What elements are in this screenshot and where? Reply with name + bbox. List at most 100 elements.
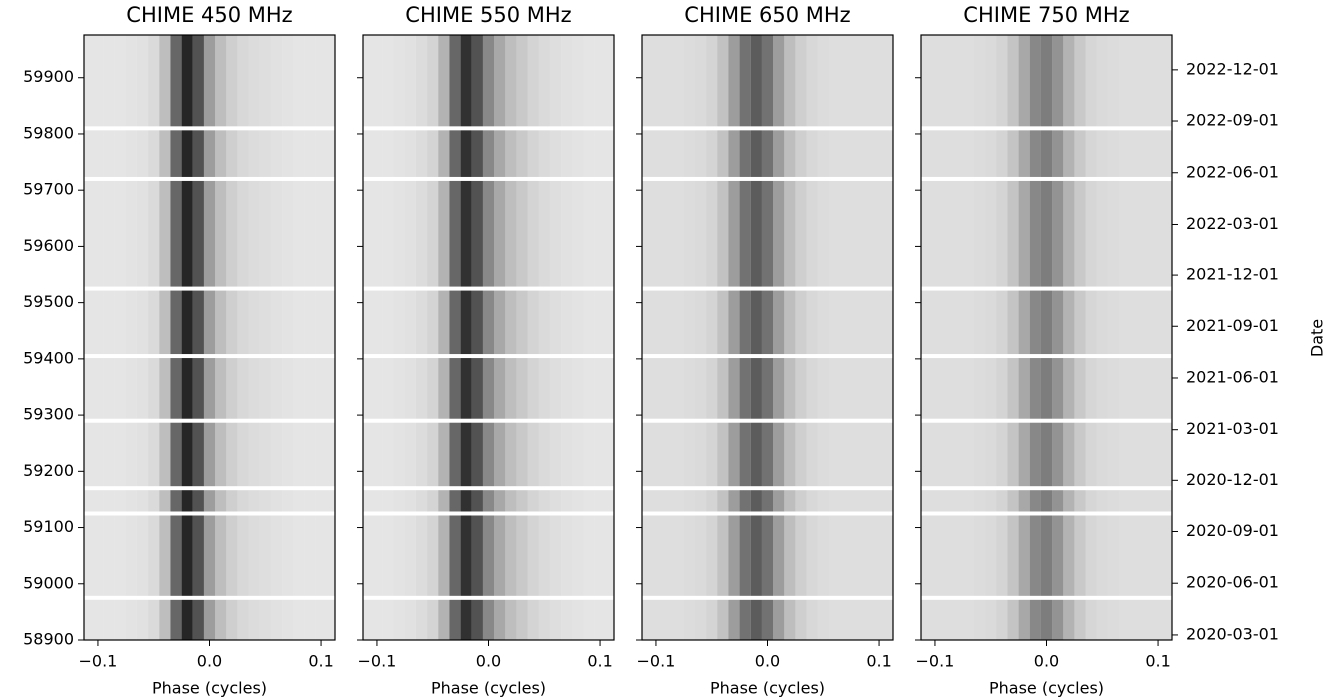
heat-cell: [962, 35, 974, 640]
heat-cell: [1119, 35, 1131, 640]
data-gap: [642, 486, 893, 491]
heat-cell: [494, 35, 506, 640]
heat-cell: [1007, 35, 1019, 640]
heat-cell: [203, 35, 216, 640]
data-gap: [363, 595, 614, 600]
y2-tick-label: 2022-06-01: [1186, 162, 1279, 181]
data-gap: [921, 511, 1172, 516]
x-tick-label: 0.0: [1034, 652, 1059, 671]
heat-cell: [1096, 35, 1108, 640]
heat-cell: [694, 35, 707, 640]
y-tick-label: 59500: [23, 292, 74, 311]
y2-axis-label: Date: [1308, 319, 1327, 357]
data-gap: [642, 176, 893, 181]
y2-tick-label: 2022-12-01: [1186, 59, 1279, 78]
panel-title: CHIME 550 MHz: [405, 3, 571, 27]
data-gap: [642, 354, 893, 359]
data-gap: [84, 286, 335, 291]
y2-tick-label: 2021-06-01: [1186, 367, 1279, 386]
heat-cell: [750, 35, 762, 640]
heat-cell: [259, 35, 271, 640]
heat-cell: [862, 35, 874, 640]
x-axis-label: Phase (cycles): [710, 679, 825, 698]
heat-cell: [1107, 35, 1120, 640]
y-tick-label: 58900: [23, 630, 74, 649]
heat-cell: [840, 35, 852, 640]
plot-background: [84, 35, 335, 640]
heat-cell: [192, 35, 204, 640]
heat-cell: [739, 35, 751, 640]
y2-tick-label: 2022-09-01: [1186, 111, 1279, 130]
heat-cell: [795, 35, 807, 640]
heat-cell: [460, 35, 472, 640]
y2-tick-label: 2021-09-01: [1186, 316, 1279, 335]
x-tick-label: −0.1: [916, 652, 955, 671]
heat-cell: [248, 35, 260, 640]
heat-cell: [1052, 35, 1064, 640]
heat-cell: [1040, 35, 1053, 640]
y-tick-label: 59100: [23, 517, 74, 536]
heat-cell: [661, 35, 673, 640]
heat-cell: [270, 35, 283, 640]
y-tick-label: 59700: [23, 180, 74, 199]
y2-tick-label: 2022-03-01: [1186, 214, 1279, 233]
data-gap: [642, 286, 893, 291]
y2-tick-label: 2020-12-01: [1186, 470, 1279, 489]
x-axis-label: Phase (cycles): [152, 679, 267, 698]
heat-cell: [415, 35, 428, 640]
y2-tick-label: 2021-12-01: [1186, 265, 1279, 284]
data-gap: [363, 486, 614, 491]
heat-cell: [940, 35, 952, 640]
heat-cell: [921, 35, 930, 640]
y-tick-label: 59600: [23, 236, 74, 255]
data-gap: [642, 418, 893, 423]
data-gap: [921, 126, 1172, 131]
data-gap: [921, 176, 1172, 181]
data-gap: [921, 286, 1172, 291]
data-gap: [363, 286, 614, 291]
heat-cell: [817, 35, 829, 640]
heat-cell: [1085, 35, 1097, 640]
x-tick-label: 0.1: [587, 652, 612, 671]
y-tick-label: 59200: [23, 461, 74, 480]
x-tick-label: −0.1: [79, 652, 118, 671]
heat-cell: [516, 35, 528, 640]
heat-cell: [1074, 35, 1086, 640]
heat-cell: [237, 35, 249, 640]
y2-tick-label: 2021-03-01: [1186, 419, 1279, 438]
x-axis-label: Phase (cycles): [431, 679, 546, 698]
heat-cell: [1029, 35, 1041, 640]
y2-tick-label: 2020-03-01: [1186, 624, 1279, 643]
heat-cell: [293, 35, 305, 640]
heat-cell: [951, 35, 963, 640]
heat-cell: [449, 35, 461, 640]
x-tick-label: 0.1: [308, 652, 333, 671]
heat-cell: [672, 35, 684, 640]
heat-cell: [136, 35, 149, 640]
x-tick-label: 0.0: [197, 652, 222, 671]
data-gap: [84, 511, 335, 516]
heat-cell: [728, 35, 740, 640]
heat-cell: [706, 35, 718, 640]
heat-cell: [549, 35, 562, 640]
heat-cell: [505, 35, 517, 640]
heat-cell: [84, 35, 93, 640]
data-gap: [363, 354, 614, 359]
heat-cell: [482, 35, 495, 640]
x-tick-label: 0.0: [476, 652, 501, 671]
heat-cell: [583, 35, 595, 640]
panel-title: CHIME 650 MHz: [684, 3, 850, 27]
data-gap: [363, 418, 614, 423]
heat-cell: [371, 35, 383, 640]
data-gap: [84, 126, 335, 131]
heat-cell: [181, 35, 193, 640]
heat-cell: [1141, 35, 1153, 640]
heat-cell: [996, 35, 1008, 640]
x-tick-label: −0.1: [358, 652, 397, 671]
heat-cell: [806, 35, 818, 640]
x-tick-label: 0.0: [755, 652, 780, 671]
y-tick-label: 59400: [23, 348, 74, 367]
panel-title: CHIME 450 MHz: [126, 3, 292, 27]
heat-cell: [784, 35, 796, 640]
heat-cell: [125, 35, 137, 640]
